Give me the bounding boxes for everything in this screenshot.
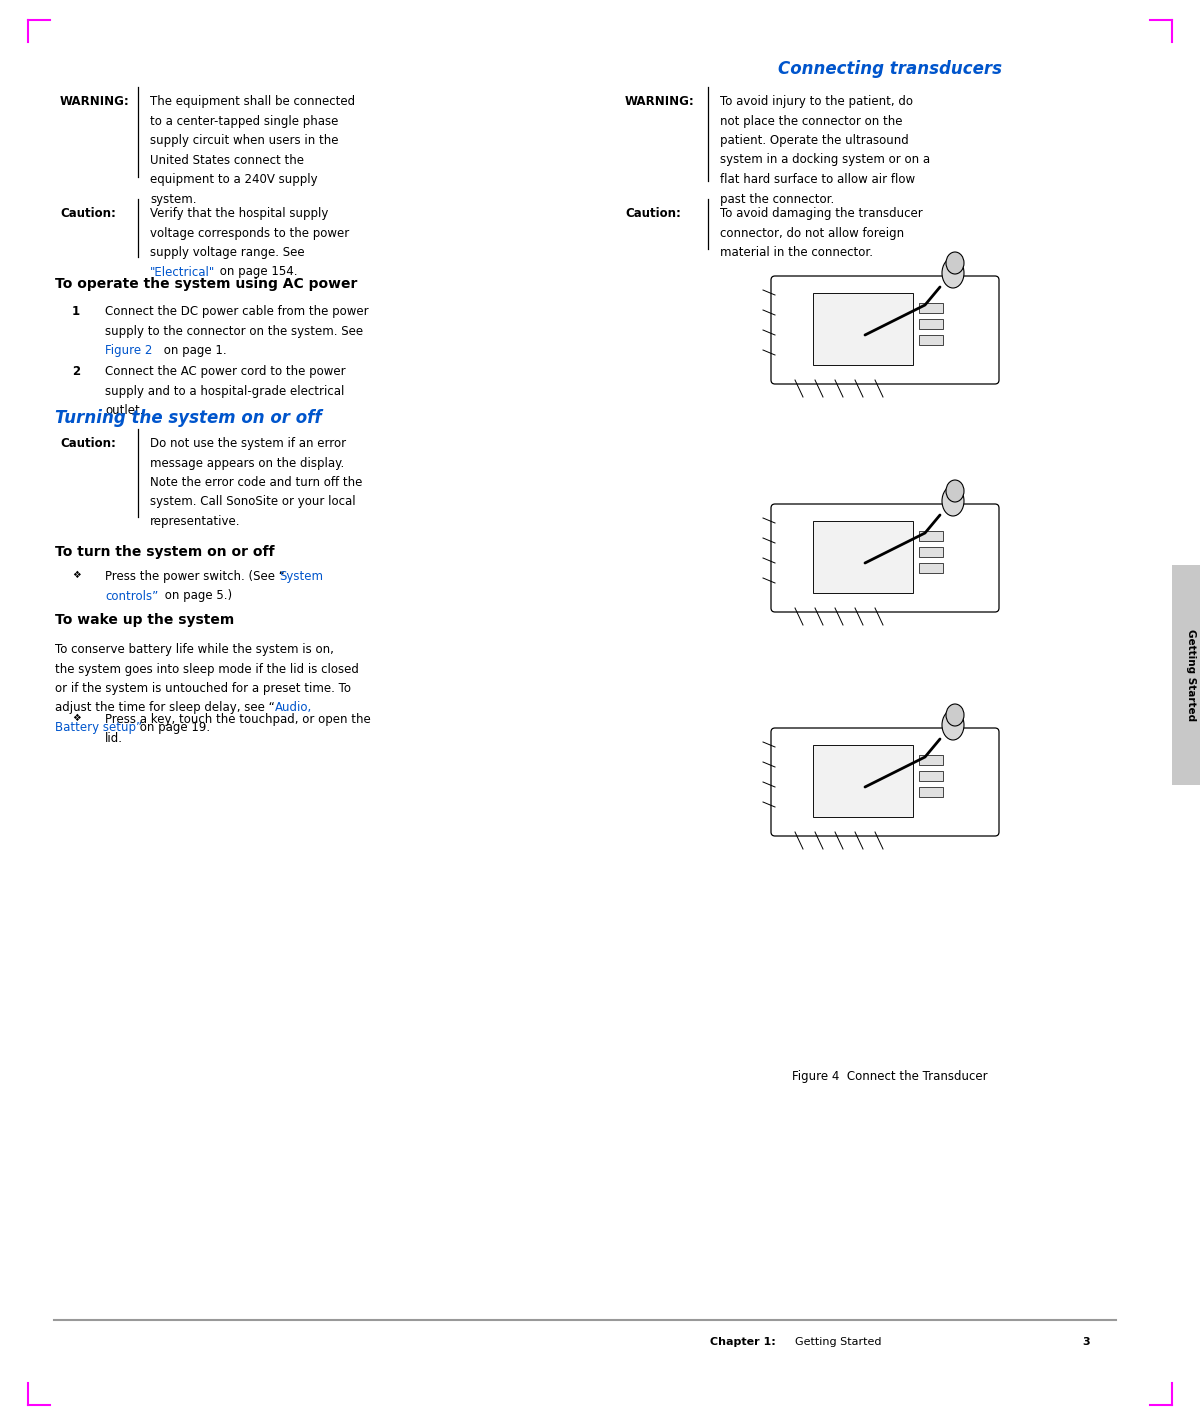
- Text: Chapter 1:: Chapter 1:: [710, 1337, 775, 1347]
- Text: system in a docking system or on a: system in a docking system or on a: [720, 154, 930, 167]
- Text: "Electrical": "Electrical": [150, 265, 215, 278]
- Text: controls”: controls”: [106, 590, 158, 603]
- Bar: [919, 335, 943, 345]
- Text: message appears on the display.: message appears on the display.: [150, 456, 344, 469]
- Text: Caution:: Caution:: [625, 207, 680, 219]
- Text: System: System: [278, 570, 323, 583]
- Bar: [814, 745, 913, 817]
- Text: on page 1.: on page 1.: [160, 343, 227, 358]
- Text: patient. Operate the ultrasound: patient. Operate the ultrasound: [720, 134, 908, 147]
- Bar: [814, 522, 913, 593]
- Ellipse shape: [942, 710, 964, 740]
- Text: system.: system.: [150, 192, 197, 205]
- Text: supply voltage range. See: supply voltage range. See: [150, 247, 305, 259]
- Text: Do not use the system if an error: Do not use the system if an error: [150, 437, 346, 450]
- Text: voltage corresponds to the power: voltage corresponds to the power: [150, 227, 349, 239]
- Text: representative.: representative.: [150, 514, 240, 529]
- Text: Verify that the hospital supply: Verify that the hospital supply: [150, 207, 329, 219]
- Text: Caution:: Caution:: [60, 437, 116, 450]
- Ellipse shape: [946, 704, 964, 725]
- Text: Battery setup”: Battery setup”: [55, 721, 142, 734]
- Ellipse shape: [942, 486, 964, 516]
- Text: Press a key, touch the touchpad, or open the: Press a key, touch the touchpad, or open…: [106, 712, 371, 725]
- Text: The equipment shall be connected: The equipment shall be connected: [150, 95, 355, 108]
- Text: WARNING:: WARNING:: [625, 95, 695, 108]
- Text: past the connector.: past the connector.: [720, 192, 834, 205]
- Text: To wake up the system: To wake up the system: [55, 613, 234, 627]
- Text: or if the system is untouched for a preset time. To: or if the system is untouched for a pres…: [55, 683, 352, 695]
- Ellipse shape: [946, 480, 964, 502]
- Bar: [919, 304, 943, 314]
- Text: ❖: ❖: [72, 570, 80, 580]
- Text: the system goes into sleep mode if the lid is closed: the system goes into sleep mode if the l…: [55, 663, 359, 675]
- Text: To operate the system using AC power: To operate the system using AC power: [55, 276, 358, 291]
- Text: to a center-tapped single phase: to a center-tapped single phase: [150, 114, 338, 127]
- Text: supply and to a hospital-grade electrical: supply and to a hospital-grade electrica…: [106, 385, 344, 398]
- Text: equipment to a 240V supply: equipment to a 240V supply: [150, 172, 318, 187]
- Text: To avoid damaging the transducer: To avoid damaging the transducer: [720, 207, 923, 219]
- FancyBboxPatch shape: [772, 504, 998, 611]
- Text: Getting Started: Getting Started: [1186, 628, 1196, 721]
- Text: on page 19.: on page 19.: [137, 721, 210, 734]
- Text: outlet.: outlet.: [106, 405, 144, 418]
- Bar: [919, 787, 943, 797]
- Text: on page 5.): on page 5.): [161, 590, 232, 603]
- Text: Audio,: Audio,: [276, 701, 313, 714]
- FancyBboxPatch shape: [772, 728, 998, 836]
- Bar: [1172, 564, 1200, 785]
- Text: Connect the DC power cable from the power: Connect the DC power cable from the powe…: [106, 305, 368, 318]
- Bar: [919, 547, 943, 557]
- Text: lid.: lid.: [106, 732, 124, 745]
- Text: WARNING:: WARNING:: [60, 95, 130, 108]
- Text: Caution:: Caution:: [60, 207, 116, 219]
- Text: material in the connector.: material in the connector.: [720, 247, 874, 259]
- Bar: [814, 294, 913, 365]
- Text: To conserve battery life while the system is on,: To conserve battery life while the syste…: [55, 643, 334, 656]
- Bar: [919, 771, 943, 781]
- Text: 1: 1: [72, 305, 80, 318]
- Text: flat hard surface to allow air flow: flat hard surface to allow air flow: [720, 172, 916, 187]
- Text: Connect the AC power cord to the power: Connect the AC power cord to the power: [106, 365, 346, 378]
- Text: To turn the system on or off: To turn the system on or off: [55, 544, 275, 559]
- Text: 3: 3: [1082, 1337, 1090, 1347]
- Text: supply to the connector on the system. See: supply to the connector on the system. S…: [106, 325, 364, 338]
- Text: system. Call SonoSite or your local: system. Call SonoSite or your local: [150, 496, 355, 509]
- Bar: [919, 532, 943, 542]
- FancyBboxPatch shape: [772, 276, 998, 383]
- Text: Figure 4  Connect the Transducer: Figure 4 Connect the Transducer: [792, 1070, 988, 1083]
- Text: adjust the time for sleep delay, see “: adjust the time for sleep delay, see “: [55, 701, 275, 714]
- Text: Getting Started: Getting Started: [788, 1337, 882, 1347]
- Bar: [919, 319, 943, 329]
- Text: Note the error code and turn off the: Note the error code and turn off the: [150, 476, 362, 489]
- Bar: [919, 755, 943, 765]
- Text: not place the connector on the: not place the connector on the: [720, 114, 902, 127]
- Text: Figure 2: Figure 2: [106, 343, 152, 358]
- Ellipse shape: [946, 252, 964, 274]
- Text: connector, do not allow foreign: connector, do not allow foreign: [720, 227, 904, 239]
- Text: United States connect the: United States connect the: [150, 154, 304, 167]
- Text: To avoid injury to the patient, do: To avoid injury to the patient, do: [720, 95, 913, 108]
- Ellipse shape: [942, 258, 964, 288]
- Text: ❖: ❖: [72, 712, 80, 722]
- Text: supply circuit when users in the: supply circuit when users in the: [150, 134, 338, 147]
- Text: Press the power switch. (See “: Press the power switch. (See “: [106, 570, 284, 583]
- Text: on page 154.: on page 154.: [216, 265, 298, 278]
- Text: Turning the system on or off: Turning the system on or off: [55, 409, 322, 428]
- Bar: [919, 563, 943, 573]
- Text: Connecting transducers: Connecting transducers: [778, 60, 1002, 78]
- Text: 2: 2: [72, 365, 80, 378]
